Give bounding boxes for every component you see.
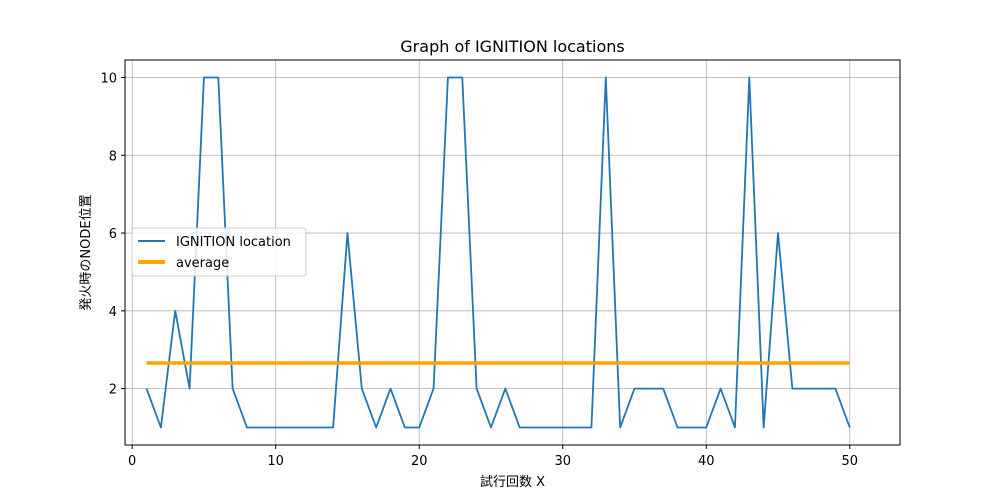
y-tick-label: 2	[109, 383, 117, 398]
chart-title: Graph of IGNITION locations	[400, 37, 624, 56]
legend-label-ignition: IGNITION location	[176, 235, 291, 250]
grid	[125, 60, 900, 445]
x-tick-label: 10	[267, 454, 284, 469]
series-layer	[145, 76, 851, 429]
y-tick-label: 4	[109, 305, 117, 320]
plot-frame	[124, 59, 901, 446]
series-line-ignition	[145, 76, 851, 429]
x-tick-label: 30	[554, 454, 571, 469]
x-tick-label: 50	[841, 454, 858, 469]
legend-label-average: average	[176, 256, 229, 271]
x-tick-label: 20	[411, 454, 428, 469]
y-tick-label: 8	[109, 149, 117, 164]
x-axis-title: 試行回数 X	[480, 474, 545, 490]
x-tick-label: 0	[128, 454, 136, 469]
legend: IGNITION location average	[131, 227, 307, 277]
y-tick-label: 10	[100, 72, 117, 87]
y-tick-label: 6	[109, 227, 117, 242]
x-tick-label: 40	[698, 454, 715, 469]
y-axis-title: 発火時のNODE位置	[79, 194, 94, 310]
ticks: 0 10 20 30 40 50 2 4 6 8 10	[100, 72, 858, 470]
legend-box	[131, 227, 307, 277]
